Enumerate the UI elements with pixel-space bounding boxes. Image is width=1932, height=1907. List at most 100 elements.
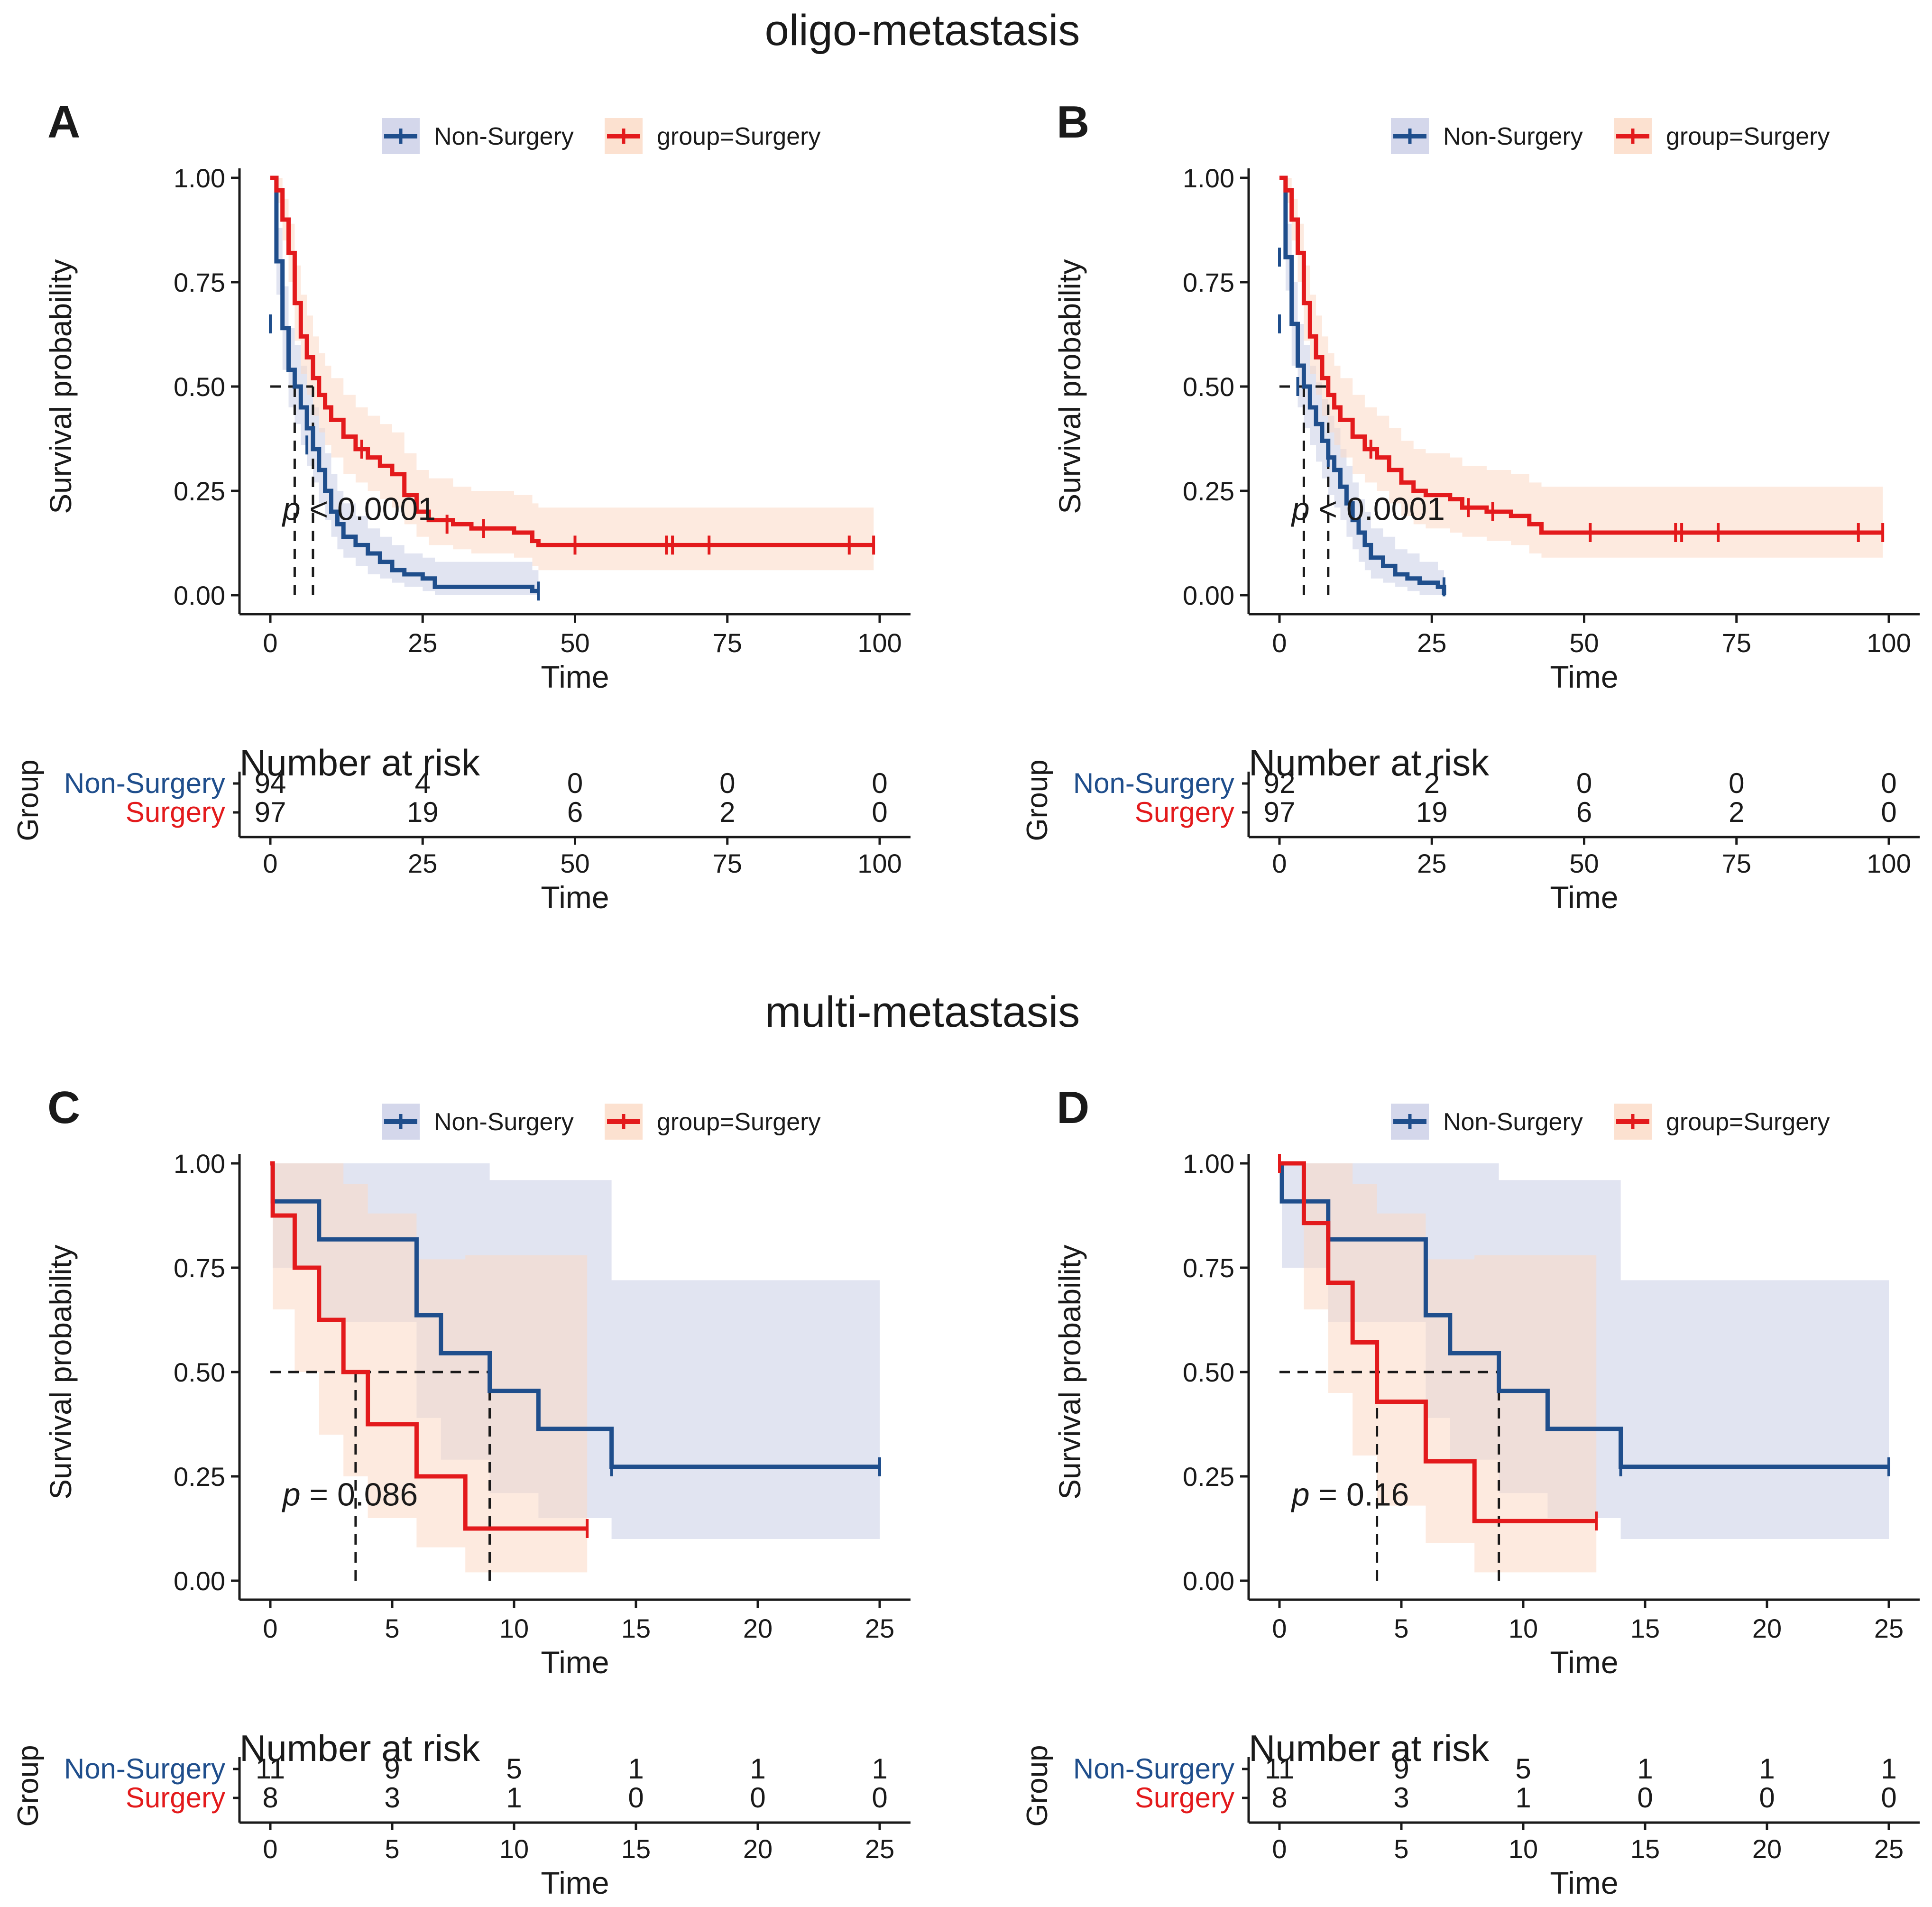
- legend: Non-Surgery group=Surgery: [1391, 118, 1830, 154]
- risk-value: 6: [1576, 796, 1592, 828]
- panels: A Non-Surgery group=Surgery 0.00 0.25 0.50 0.7…: [12, 97, 1920, 1900]
- risk-x-tick-label: 25: [1874, 1834, 1904, 1864]
- risk-x-axis-title: Time: [1550, 1865, 1618, 1900]
- p-value: p < 0.0001: [282, 491, 436, 527]
- risk-x-tick-label: 50: [560, 848, 589, 878]
- risk-label-non-surgery: Non-Surgery: [1073, 767, 1234, 799]
- y-tick-label: 0.00: [1183, 580, 1234, 610]
- curve-non-surgery: [1279, 175, 1446, 595]
- risk-value: 3: [384, 1782, 400, 1814]
- risk-value: 1: [872, 1753, 887, 1785]
- x-tick-label: 20: [743, 1613, 773, 1643]
- x-tick-label: 5: [1394, 1613, 1408, 1643]
- x-axis-title: Time: [1550, 659, 1618, 694]
- y-tick-label: 1.00: [1183, 163, 1234, 193]
- risk-x-axis-title: Time: [541, 880, 609, 915]
- risk-value: 5: [1515, 1753, 1531, 1785]
- x-axis-title: Time: [1550, 1645, 1618, 1680]
- risk-value: 2: [1729, 796, 1744, 828]
- risk-x-tick-label: 20: [743, 1834, 773, 1864]
- y-tick-label: 0.00: [174, 1566, 225, 1596]
- legend-label-surgery: group=Surgery: [657, 1108, 820, 1136]
- curve-surgery: [1279, 175, 1883, 535]
- curve-non-surgery: [270, 175, 539, 593]
- y-axis-title: Survival probability: [1053, 1244, 1087, 1499]
- risk-table-ylabel: Group: [12, 759, 45, 841]
- x-tick-label: 0: [263, 628, 277, 658]
- curve-surgery: [270, 175, 874, 547]
- legend-label-surgery: group=Surgery: [1666, 1108, 1830, 1136]
- y-tick-label: 0.00: [174, 580, 225, 610]
- risk-table-ylabel: Group: [1021, 759, 1054, 841]
- risk-value: 2: [719, 796, 735, 828]
- risk-x-tick-label: 10: [1509, 1834, 1538, 1864]
- risk-value: 1: [506, 1782, 522, 1814]
- median-lines: [270, 1371, 491, 1581]
- y-tick-label: 0.25: [1183, 476, 1234, 506]
- risk-x-tick-label: 100: [1867, 848, 1911, 878]
- risk-value: 19: [1416, 796, 1448, 828]
- p-value: p < 0.0001: [1291, 491, 1445, 527]
- y-tick-label: 0.75: [174, 267, 225, 297]
- risk-x-tick-label: 0: [263, 1834, 277, 1864]
- y-tick-label: 0.50: [1183, 1357, 1234, 1387]
- x-axis-title: Time: [541, 1645, 609, 1680]
- risk-value: 0: [1729, 767, 1744, 799]
- x-tick-label: 50: [1569, 628, 1599, 658]
- y-tick-label: 0.00: [1183, 1566, 1234, 1596]
- risk-value: 8: [1271, 1782, 1287, 1814]
- risk-table-ylabel: Group: [1021, 1745, 1054, 1826]
- risk-x-tick-label: 50: [1569, 848, 1599, 878]
- legend: Non-Surgery group=Surgery: [1391, 1104, 1830, 1140]
- risk-value: 0: [1759, 1782, 1775, 1814]
- x-tick-label: 100: [857, 628, 902, 658]
- panel-letter: B: [1057, 97, 1089, 147]
- risk-label-surgery: Surgery: [126, 1782, 225, 1814]
- panel-C: C Non-Surgery group=Surgery 0.00 0.25 0.50 0.7…: [12, 1082, 911, 1900]
- y-tick-label: 1.00: [174, 1149, 225, 1179]
- risk-value: 3: [1393, 1782, 1409, 1814]
- risk-x-tick-label: 15: [621, 1834, 651, 1864]
- risk-value: 11: [256, 1753, 285, 1785]
- panel-letter: C: [47, 1082, 80, 1133]
- risk-value: 97: [255, 796, 286, 828]
- panel-D: D Non-Surgery group=Surgery 0.00 0.25 0.50 0.7…: [1021, 1082, 1920, 1900]
- risk-value: 0: [1881, 1782, 1896, 1814]
- y-tick-label: 0.75: [1183, 1253, 1234, 1283]
- ci-band-surgery: [270, 178, 874, 571]
- x-tick-label: 100: [1867, 628, 1911, 658]
- panel-letter: A: [47, 97, 80, 147]
- risk-value: 1: [628, 1753, 644, 1785]
- risk-value: 9: [1393, 1753, 1409, 1785]
- risk-label-surgery: Surgery: [1135, 1782, 1234, 1814]
- legend-label-non-surgery: Non-Surgery: [1443, 123, 1583, 150]
- x-tick-label: 15: [621, 1613, 651, 1643]
- risk-label-non-surgery: Non-Surgery: [1073, 1753, 1234, 1785]
- ci-band-surgery: [1279, 178, 1883, 558]
- risk-value: 1: [1881, 1753, 1896, 1785]
- risk-value: 4: [415, 767, 431, 799]
- legend: Non-Surgery group=Surgery: [382, 1104, 820, 1140]
- ci-band-surgery: [270, 1163, 588, 1573]
- risk-label-surgery: Surgery: [126, 796, 225, 828]
- y-tick-label: 0.75: [1183, 267, 1234, 297]
- curve-surgery: [1279, 1161, 1597, 1523]
- y-tick-label: 0.50: [174, 372, 225, 402]
- legend-label-non-surgery: Non-Surgery: [434, 1108, 574, 1136]
- panel-B: B Non-Surgery group=Surgery 0.00 0.25 0.50 0.7…: [1021, 97, 1920, 915]
- legend-label-surgery: group=Surgery: [1666, 123, 1830, 150]
- risk-x-tick-label: 25: [865, 1834, 894, 1864]
- risk-value: 2: [1424, 767, 1440, 799]
- risk-x-tick-label: 25: [408, 848, 437, 878]
- x-tick-label: 10: [499, 1613, 529, 1643]
- risk-x-tick-label: 5: [385, 1834, 399, 1864]
- x-tick-label: 10: [1509, 1613, 1538, 1643]
- risk-value: 8: [262, 1782, 278, 1814]
- x-tick-label: 5: [385, 1613, 399, 1643]
- risk-table-title: Number at risk: [239, 1727, 480, 1769]
- x-axis-title: Time: [541, 659, 609, 694]
- y-axis-title: Survival probability: [1053, 259, 1087, 514]
- risk-value: 0: [567, 767, 583, 799]
